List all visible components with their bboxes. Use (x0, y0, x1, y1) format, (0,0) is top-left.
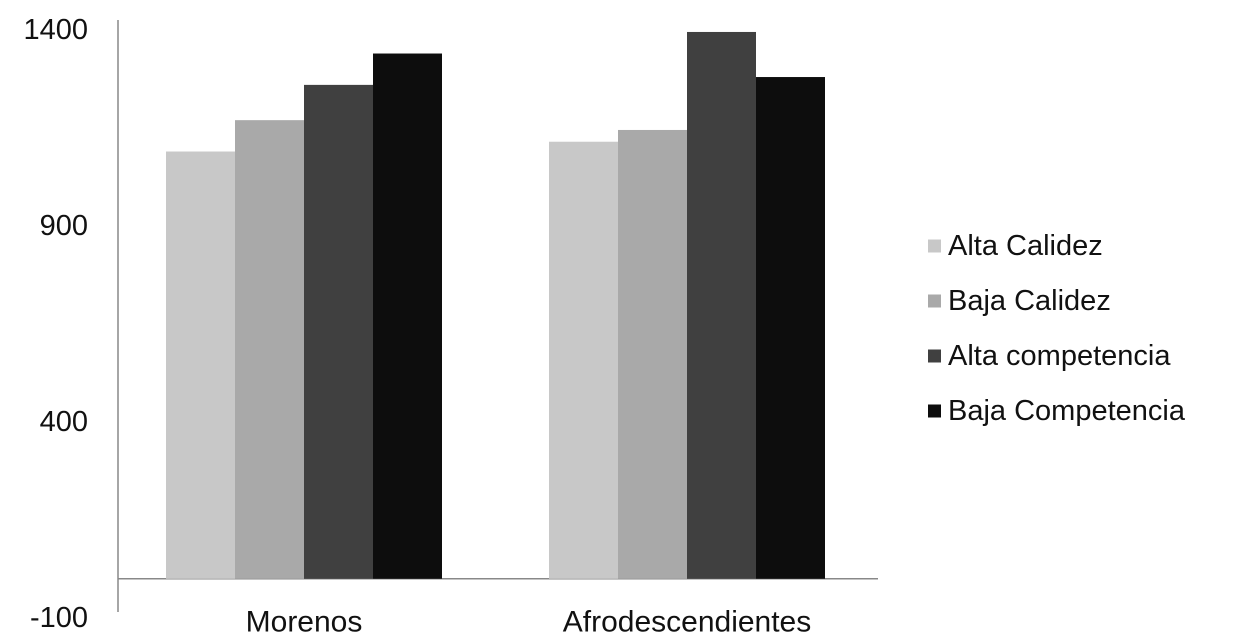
legend-label: Alta Calidez (948, 230, 1103, 262)
bar-morenos-baja-calidez (235, 120, 304, 579)
y-tick-label: 1400 (23, 14, 88, 46)
y-tick-label: 900 (40, 210, 88, 242)
x-axis-ticks: Morenos Afrodescendientes (246, 606, 812, 638)
legend-label: Baja Calidez (948, 285, 1111, 317)
y-axis-ticks: 1400 900 400 -100 (23, 14, 88, 634)
legend-swatch-baja-competencia (928, 404, 941, 418)
bars-group (166, 31, 825, 579)
legend: Alta Calidez Baja Calidez Alta competencia… (928, 230, 1186, 427)
y-tick-label: -100 (30, 602, 88, 634)
bar-afrodescendientes-baja-competencia (756, 77, 825, 579)
bar-morenos-alta-calidez (166, 151, 235, 579)
bar-afrodescendientes-alta-calidez (549, 141, 618, 579)
legend-label: Baja Competencia (948, 395, 1186, 427)
bar-morenos-baja-competencia (373, 53, 442, 579)
legend-swatch-baja-calidez (928, 294, 941, 308)
x-category-label: Afrodescendientes (563, 606, 812, 638)
legend-swatch-alta-competencia (928, 349, 941, 363)
bar-afrodescendientes-alta-competencia (687, 31, 756, 579)
x-category-label: Morenos (246, 606, 363, 638)
bar-afrodescendientes-baja-calidez (618, 129, 687, 579)
legend-swatch-alta-calidez (928, 239, 941, 253)
legend-label: Alta competencia (948, 340, 1171, 372)
y-tick-label: 400 (40, 406, 88, 438)
bar-morenos-alta-competencia (304, 84, 373, 579)
